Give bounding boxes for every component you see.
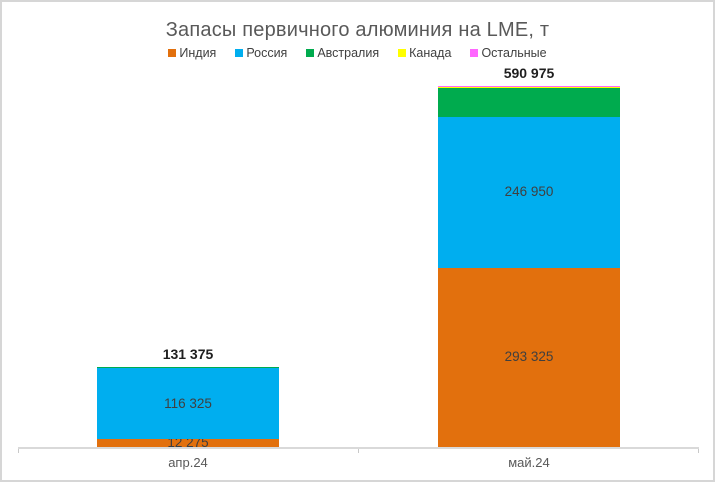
legend-label: Остальные	[481, 46, 547, 60]
legend-swatch-icon	[398, 49, 407, 57]
bar-segment-1-Австралия	[438, 88, 620, 117]
bar-total-label: 131 375	[162, 345, 214, 362]
legend-item: Индия	[168, 46, 216, 60]
legend-label: Австралия	[317, 46, 380, 60]
legend-swatch-icon	[235, 49, 244, 57]
chart-title: Запасы первичного алюминия на LME, т	[165, 19, 550, 41]
bar-segment-0-Австралия	[97, 366, 279, 369]
x-axis-line	[18, 447, 699, 449]
legend-swatch-icon	[306, 49, 315, 57]
x-axis-tick-left	[18, 449, 19, 453]
bar-segment-1-Канада	[438, 86, 620, 89]
x-axis-tick-right	[698, 449, 699, 453]
x-axis-tick-center	[358, 449, 359, 453]
bar-total-label: 590 975	[503, 64, 555, 81]
legend-item: Россия	[235, 46, 287, 60]
bar-segment-1-Остальные	[438, 85, 620, 87]
chart-legend: Индия Россия Австралия Канада Остальные	[2, 46, 713, 60]
bar-segment-1-Россия	[438, 116, 620, 268]
legend-item: Остальные	[470, 46, 547, 60]
legend-label: Индия	[179, 46, 217, 60]
legend-item: Австралия	[306, 46, 379, 60]
bar-segment-0-Индия	[97, 439, 279, 447]
legend-label: Россия	[246, 46, 288, 60]
bar-segment-1-Индия	[438, 267, 620, 447]
legend-swatch-icon	[470, 49, 479, 57]
legend-swatch-icon	[168, 49, 177, 57]
legend-item: Канада	[398, 46, 451, 60]
x-axis-label-may24: май.24	[508, 455, 550, 470]
legend-label: Канада	[409, 46, 452, 60]
x-axis-label-apr24: апр.24	[168, 455, 208, 470]
bar-segment-0-Россия	[97, 368, 279, 440]
